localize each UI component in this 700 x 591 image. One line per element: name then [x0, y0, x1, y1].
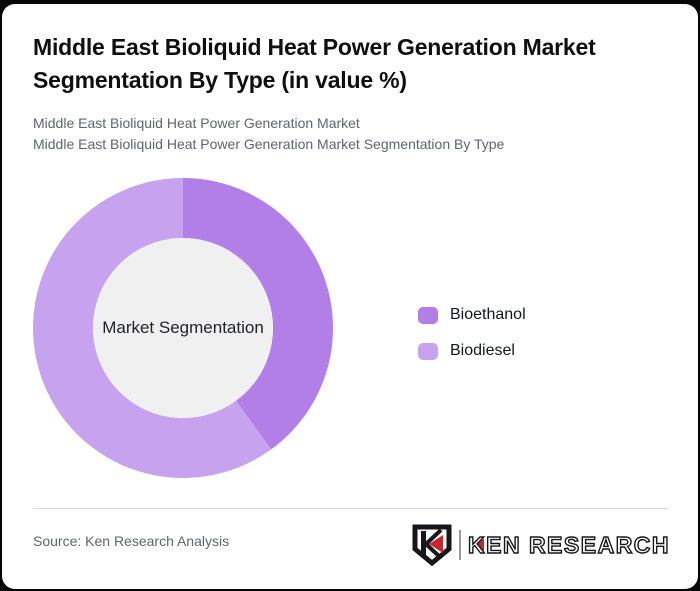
chart-title: Middle East Bioliquid Heat Power Generat… — [33, 34, 596, 93]
donut-inner-circle — [93, 238, 273, 418]
donut-slice-biodiesel[interactable] — [33, 178, 272, 478]
chart-legend: Bioethanol Biodiesel — [418, 306, 526, 360]
chart-subtitle-line1: Middle East Bioliquid Heat Power Generat… — [33, 115, 360, 131]
footer-divider — [33, 508, 668, 509]
legend-item-bioethanol[interactable]: Bioethanol — [418, 306, 526, 324]
donut-chart-svg — [33, 178, 333, 478]
logo-divider — [459, 530, 461, 560]
donut-center-label: Market Segmentation — [102, 318, 264, 337]
chart-subtitle-line2: Middle East Bioliquid Heat Power Generat… — [33, 136, 505, 152]
legend-label: Biodiesel — [450, 342, 515, 359]
legend-label: Bioethanol — [450, 306, 526, 323]
source-text: Source: Ken Research Analysis — [33, 533, 230, 549]
ken-research-logo: KEN RESEARCH — [412, 523, 668, 567]
ken-research-wordmark: KEN RESEARCH — [468, 531, 668, 558]
donut-chart: Market Segmentation — [33, 178, 333, 478]
donut-slice-bioethanol[interactable] — [183, 178, 333, 450]
legend-swatch-biodiesel — [418, 342, 438, 360]
ken-research-shield-icon — [412, 524, 452, 566]
legend-swatch-bioethanol — [418, 306, 438, 324]
chart-subtitles: Middle East Bioliquid Heat Power Generat… — [33, 113, 653, 155]
ken-research-wordmark-text: KEN RESEARCH — [468, 532, 668, 558]
chart-card: Middle East Bioliquid Heat Power Generat… — [2, 4, 698, 589]
legend-item-biodiesel[interactable]: Biodiesel — [418, 342, 526, 360]
